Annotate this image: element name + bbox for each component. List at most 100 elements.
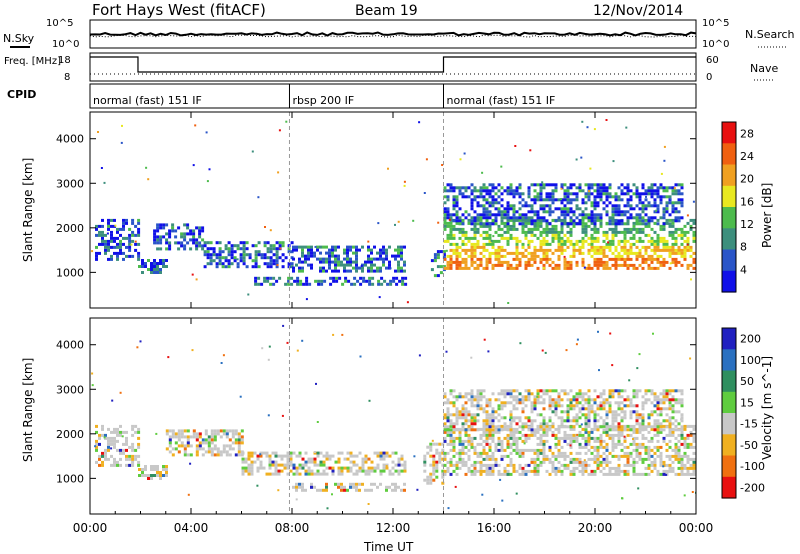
echo-cell bbox=[542, 389, 546, 393]
echo-cell bbox=[153, 238, 157, 242]
echo-cell bbox=[491, 419, 495, 423]
echo-cell bbox=[131, 230, 135, 234]
echo-cell bbox=[599, 218, 603, 222]
echo-cell bbox=[644, 218, 648, 222]
echo-cell bbox=[371, 276, 375, 280]
echo-cell bbox=[500, 204, 504, 208]
echo-speck bbox=[492, 235, 495, 238]
echo-cell bbox=[518, 416, 522, 420]
echo-speck bbox=[690, 278, 692, 281]
echo-cell bbox=[449, 254, 453, 258]
echo-cell bbox=[274, 472, 278, 476]
echo-cell bbox=[355, 463, 359, 467]
echo-cell bbox=[659, 263, 663, 267]
echo-cell bbox=[449, 257, 453, 261]
echo-cell bbox=[587, 213, 591, 217]
echo-cell bbox=[584, 216, 588, 220]
echo-cell bbox=[394, 257, 397, 261]
echo-cell bbox=[488, 445, 492, 449]
echo-cell bbox=[572, 407, 576, 411]
echo-cell bbox=[379, 254, 382, 258]
echo-cell bbox=[668, 248, 672, 252]
echo-cell bbox=[527, 186, 531, 190]
echo-cell bbox=[674, 472, 678, 476]
echo-cell bbox=[171, 229, 175, 233]
echo-cell bbox=[530, 254, 534, 258]
echo-cell bbox=[524, 248, 528, 252]
echo-cell bbox=[662, 227, 666, 231]
echo-cell bbox=[659, 422, 663, 426]
echo-cell bbox=[632, 266, 636, 270]
echo-speck bbox=[692, 200, 695, 203]
echo-cell bbox=[635, 222, 639, 226]
echo-cell bbox=[307, 263, 310, 267]
colorbar-tick-label: 50 bbox=[740, 375, 754, 388]
echo-cell bbox=[343, 257, 346, 261]
echo-cell bbox=[557, 451, 561, 455]
echo-cell bbox=[578, 245, 582, 249]
echo-cell bbox=[551, 227, 555, 231]
echo-cell bbox=[98, 433, 101, 437]
echo-cell bbox=[506, 469, 510, 473]
echo-cell bbox=[284, 256, 288, 260]
echo-cell bbox=[620, 222, 624, 226]
echo-cell bbox=[584, 425, 588, 429]
echo-cell bbox=[647, 454, 651, 458]
echo-cell bbox=[485, 466, 489, 470]
echo-cell bbox=[617, 404, 621, 408]
echo-cell bbox=[578, 392, 582, 396]
echo-cell bbox=[611, 422, 615, 426]
echo-cell bbox=[620, 239, 624, 243]
echo-speck bbox=[621, 497, 624, 500]
echo-cell bbox=[305, 282, 309, 286]
echo-cell bbox=[527, 239, 531, 243]
echo-cell bbox=[213, 447, 217, 451]
echo-cell bbox=[156, 262, 159, 265]
echo-cell bbox=[569, 401, 573, 405]
echo-cell bbox=[551, 236, 555, 240]
echo-cell bbox=[110, 254, 113, 258]
echo-cell bbox=[512, 463, 516, 467]
echo-cell bbox=[436, 250, 440, 254]
echo-cell bbox=[692, 233, 696, 237]
echo-cell bbox=[328, 457, 332, 461]
echo-cell bbox=[464, 248, 468, 252]
echo-cell bbox=[382, 263, 385, 267]
echo-cell bbox=[533, 195, 537, 199]
echo-cell bbox=[572, 457, 576, 461]
echo-cell bbox=[596, 218, 600, 222]
echo-cell bbox=[141, 474, 144, 477]
echo-cell bbox=[617, 436, 621, 440]
echo-cell bbox=[563, 439, 567, 443]
echo-cell bbox=[268, 472, 272, 476]
echo-speck bbox=[507, 302, 510, 304]
echo-speck bbox=[236, 258, 239, 261]
echo-cell bbox=[509, 451, 513, 455]
echo-cell bbox=[689, 433, 693, 437]
echo-speck bbox=[377, 222, 380, 225]
echo-cell bbox=[572, 439, 576, 443]
echo-speck bbox=[119, 391, 122, 394]
echo-cell bbox=[656, 233, 660, 237]
echo-cell bbox=[518, 392, 522, 396]
echo-cell bbox=[680, 433, 684, 437]
echo-cell bbox=[551, 401, 555, 405]
echo-cell bbox=[494, 239, 498, 243]
echo-cell bbox=[131, 239, 135, 243]
echo-cell bbox=[656, 398, 660, 402]
echo-cell bbox=[482, 395, 486, 399]
echo-cell bbox=[635, 404, 639, 408]
echo-cell bbox=[503, 248, 507, 252]
echo-cell bbox=[259, 466, 263, 470]
echo-cell bbox=[635, 472, 639, 476]
echo-cell bbox=[449, 263, 453, 267]
y-tick-label: 3000 bbox=[56, 383, 84, 396]
echo-cell bbox=[340, 488, 343, 492]
echo-cell bbox=[295, 472, 299, 476]
echo-cell bbox=[686, 245, 690, 249]
echo-cell bbox=[509, 204, 513, 208]
echo-cell bbox=[650, 410, 654, 414]
echo-cell bbox=[278, 241, 282, 245]
echo-cell bbox=[473, 260, 477, 264]
